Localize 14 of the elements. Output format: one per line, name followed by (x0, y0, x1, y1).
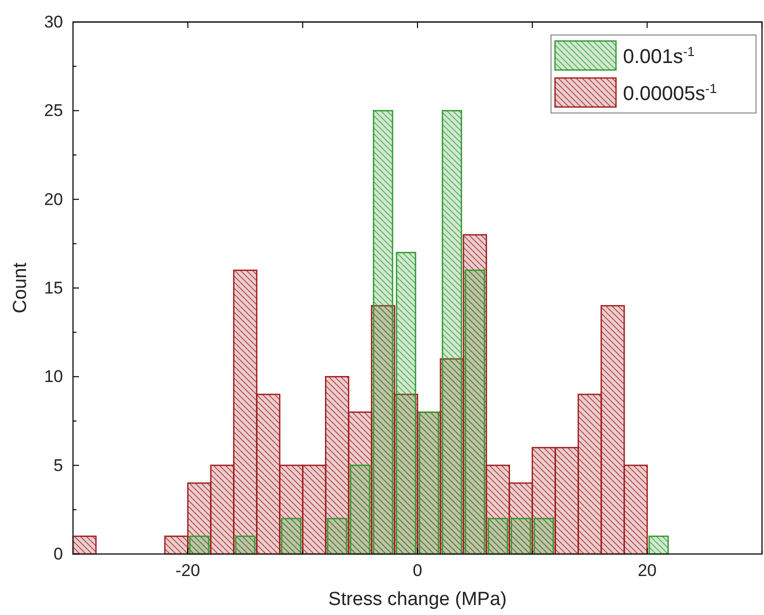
y-tick-label: 20 (44, 190, 63, 209)
y-axis-title: Count (10, 262, 31, 314)
y-tick-label: 25 (44, 101, 63, 120)
x-tick-label: -20 (176, 561, 200, 580)
y-tick-label: 15 (44, 278, 63, 298)
legend-label: 0.00005s$^{-1}$ (623, 80, 717, 105)
y-tick-label: 10 (44, 367, 63, 386)
x-tick-label: 20 (638, 561, 657, 580)
legend-label: 0.001s$^{-1}$ (623, 44, 695, 68)
x-axis-title: Stress change (MPa) (328, 589, 507, 610)
y-tick-label: 30 (44, 12, 63, 32)
x-tick-label: 0 (412, 561, 422, 580)
y-tick-label: 5 (54, 456, 63, 475)
y-tick-label: 0 (54, 544, 63, 564)
